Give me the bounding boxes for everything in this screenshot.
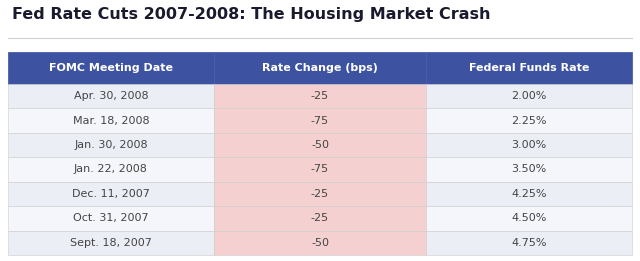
FancyBboxPatch shape (214, 230, 426, 255)
FancyBboxPatch shape (8, 133, 214, 157)
Text: Mar. 18, 2008: Mar. 18, 2008 (73, 116, 149, 126)
Text: -50: -50 (311, 238, 329, 248)
Text: 2.25%: 2.25% (511, 116, 547, 126)
FancyBboxPatch shape (214, 157, 426, 182)
Text: Fed Rate Cuts 2007-2008: The Housing Market Crash: Fed Rate Cuts 2007-2008: The Housing Mar… (12, 7, 490, 22)
FancyBboxPatch shape (8, 157, 214, 182)
FancyBboxPatch shape (8, 182, 214, 206)
FancyBboxPatch shape (214, 84, 426, 108)
Text: 3.00%: 3.00% (511, 140, 547, 150)
FancyBboxPatch shape (214, 52, 426, 84)
Text: Apr. 30, 2008: Apr. 30, 2008 (74, 91, 148, 101)
FancyBboxPatch shape (426, 157, 632, 182)
FancyBboxPatch shape (426, 182, 632, 206)
Text: 4.25%: 4.25% (511, 189, 547, 199)
Text: Jan. 30, 2008: Jan. 30, 2008 (74, 140, 148, 150)
FancyBboxPatch shape (426, 206, 632, 230)
Text: 4.75%: 4.75% (511, 238, 547, 248)
Text: Dec. 11, 2007: Dec. 11, 2007 (72, 189, 150, 199)
FancyBboxPatch shape (214, 182, 426, 206)
FancyBboxPatch shape (214, 108, 426, 133)
FancyBboxPatch shape (8, 52, 214, 84)
FancyBboxPatch shape (214, 133, 426, 157)
FancyBboxPatch shape (8, 206, 214, 230)
FancyBboxPatch shape (8, 230, 214, 255)
Text: Rate Change (bps): Rate Change (bps) (262, 63, 378, 73)
Text: Sept. 18, 2007: Sept. 18, 2007 (70, 238, 152, 248)
FancyBboxPatch shape (426, 133, 632, 157)
Text: Jan. 22, 2008: Jan. 22, 2008 (74, 164, 148, 175)
Text: 3.50%: 3.50% (511, 164, 547, 175)
Text: -25: -25 (311, 91, 329, 101)
Text: 2.00%: 2.00% (511, 91, 547, 101)
FancyBboxPatch shape (214, 206, 426, 230)
Text: -75: -75 (311, 164, 329, 175)
FancyBboxPatch shape (426, 84, 632, 108)
Text: -25: -25 (311, 213, 329, 223)
Text: -75: -75 (311, 116, 329, 126)
Text: 4.50%: 4.50% (511, 213, 547, 223)
Text: -50: -50 (311, 140, 329, 150)
FancyBboxPatch shape (426, 108, 632, 133)
FancyBboxPatch shape (426, 52, 632, 84)
Text: Oct. 31, 2007: Oct. 31, 2007 (73, 213, 148, 223)
Text: FOMC Meeting Date: FOMC Meeting Date (49, 63, 173, 73)
FancyBboxPatch shape (8, 108, 214, 133)
FancyBboxPatch shape (426, 230, 632, 255)
FancyBboxPatch shape (8, 84, 214, 108)
Text: Federal Funds Rate: Federal Funds Rate (469, 63, 589, 73)
Text: -25: -25 (311, 189, 329, 199)
